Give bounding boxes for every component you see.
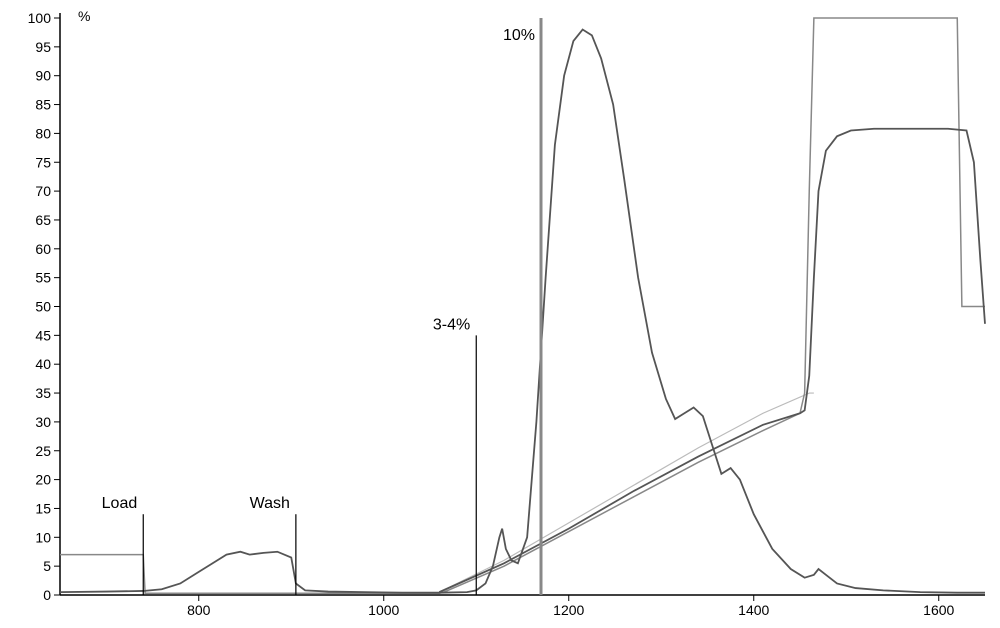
y-tick-label: 50	[35, 299, 51, 315]
y-tick-label: 30	[35, 414, 51, 430]
chart-svg: 0 5 10 15 20 25 30 35 40 45 50 55 60 65 70 75 80 85 90 95 10…	[0, 0, 1000, 628]
y-tick-label: 25	[35, 443, 51, 459]
y-tick-label: 90	[35, 68, 51, 84]
y-tick-label: 10	[35, 529, 51, 545]
load-annotation-label: Load	[102, 495, 138, 512]
y-tick-label: 5	[43, 558, 51, 574]
x-tick-label: 1000	[368, 602, 399, 618]
y-tick-label: 95	[35, 39, 51, 55]
y-tick-label: 70	[35, 183, 51, 199]
y-tick-label: 0	[43, 587, 51, 603]
main-peak-curve	[60, 30, 985, 593]
y-tick-label: 45	[35, 327, 51, 343]
wash-annotation-label: Wash	[250, 495, 290, 512]
second-curve	[439, 129, 985, 592]
gradient-line	[439, 393, 814, 592]
chromatogram-chart: 0 5 10 15 20 25 30 35 40 45 50 55 60 65 70 75 80 85 90 95 10…	[0, 0, 1000, 628]
x-tick-label: 800	[187, 602, 211, 618]
y-tick-label: 100	[28, 10, 52, 26]
y-tick-label: 20	[35, 472, 51, 488]
ten-pct-annotation-label: 10%	[503, 27, 535, 44]
y-tick-label: 60	[35, 241, 51, 257]
y-tick-label: 75	[35, 154, 51, 170]
y-tick-label: 65	[35, 212, 51, 228]
y-tick-label: 15	[35, 500, 51, 516]
three-four-pct-annotation-label: 3-4%	[433, 316, 470, 333]
y-axis-label: %	[78, 8, 90, 24]
step-line	[60, 18, 985, 593]
y-tick-label: 35	[35, 385, 51, 401]
x-tick-label: 1600	[923, 602, 954, 618]
y-tick-label: 80	[35, 125, 51, 141]
x-tick-label: 1200	[553, 602, 584, 618]
y-tick-label: 85	[35, 97, 51, 113]
y-tick-label: 40	[35, 356, 51, 372]
y-tick-label: 55	[35, 270, 51, 286]
x-tick-label: 1400	[738, 602, 769, 618]
